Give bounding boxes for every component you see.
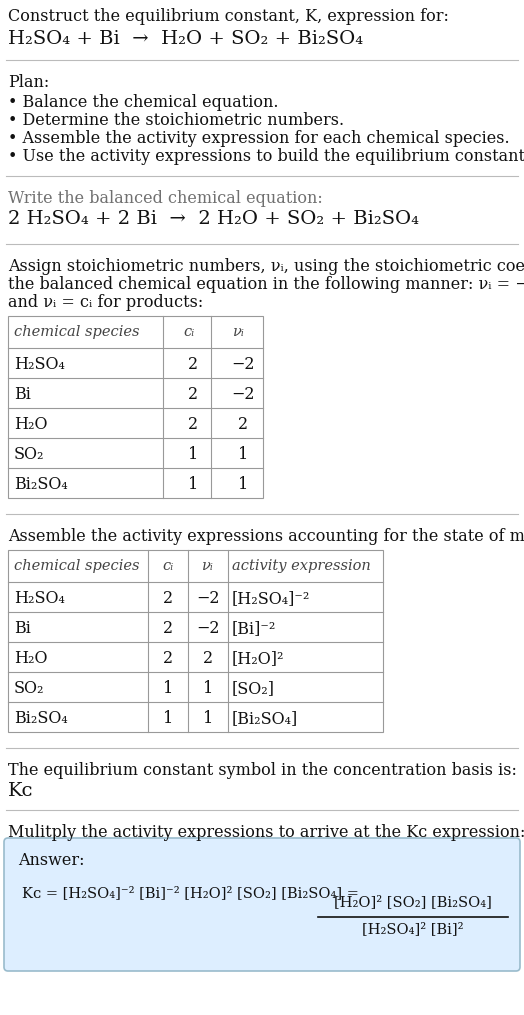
Text: cᵢ: cᵢ [162, 559, 173, 573]
Text: chemical species: chemical species [14, 559, 139, 573]
Text: −2: −2 [196, 620, 220, 637]
Text: 1: 1 [188, 446, 198, 463]
Text: −2: −2 [231, 386, 255, 403]
Text: 2: 2 [188, 356, 198, 373]
Text: H₂SO₄ + Bi  →  H₂O + SO₂ + Bi₂SO₄: H₂SO₄ + Bi → H₂O + SO₂ + Bi₂SO₄ [8, 30, 363, 48]
Text: Construct the equilibrium constant, K, expression for:: Construct the equilibrium constant, K, e… [8, 8, 449, 25]
Text: νᵢ: νᵢ [202, 559, 214, 573]
Text: H₂O: H₂O [14, 650, 48, 667]
Text: [Bi]⁻²: [Bi]⁻² [232, 620, 276, 637]
Text: −2: −2 [231, 356, 255, 373]
Text: [H₂O]²: [H₂O]² [232, 650, 285, 667]
Text: νᵢ: νᵢ [233, 325, 245, 339]
Text: 2: 2 [188, 416, 198, 433]
Text: 1: 1 [238, 476, 248, 493]
Text: [H₂O]² [SO₂] [Bi₂SO₄]: [H₂O]² [SO₂] [Bi₂SO₄] [334, 895, 492, 909]
Text: Mulitply the activity expressions to arrive at the Kᴄ expression:: Mulitply the activity expressions to arr… [8, 824, 524, 841]
Text: 1: 1 [203, 680, 213, 697]
Text: SO₂: SO₂ [14, 446, 45, 463]
Text: activity expression: activity expression [232, 559, 371, 573]
Text: the balanced chemical equation in the following manner: νᵢ = −cᵢ for reactants: the balanced chemical equation in the fo… [8, 276, 524, 293]
Text: 2: 2 [163, 650, 173, 667]
Text: Plan:: Plan: [8, 74, 49, 91]
Text: [H₂SO₄]² [Bi]²: [H₂SO₄]² [Bi]² [362, 922, 464, 936]
Text: Write the balanced chemical equation:: Write the balanced chemical equation: [8, 190, 323, 207]
Text: and νᵢ = cᵢ for products:: and νᵢ = cᵢ for products: [8, 294, 203, 311]
Text: • Balance the chemical equation.: • Balance the chemical equation. [8, 94, 278, 111]
Text: 2 H₂SO₄ + 2 Bi  →  2 H₂O + SO₂ + Bi₂SO₄: 2 H₂SO₄ + 2 Bi → 2 H₂O + SO₂ + Bi₂SO₄ [8, 210, 419, 228]
Text: 1: 1 [238, 446, 248, 463]
Text: [Bi₂SO₄]: [Bi₂SO₄] [232, 710, 298, 727]
Text: • Determine the stoichiometric numbers.: • Determine the stoichiometric numbers. [8, 112, 344, 129]
Text: 2: 2 [163, 620, 173, 637]
Text: Answer:: Answer: [18, 852, 84, 869]
Text: H₂SO₄: H₂SO₄ [14, 356, 65, 373]
Text: 1: 1 [203, 710, 213, 727]
Text: H₂SO₄: H₂SO₄ [14, 590, 65, 607]
Text: 2: 2 [188, 386, 198, 403]
Text: Kᴄ = [H₂SO₄]⁻² [Bi]⁻² [H₂O]² [SO₂] [Bi₂SO₄] =: Kᴄ = [H₂SO₄]⁻² [Bi]⁻² [H₂O]² [SO₂] [Bi₂S… [22, 886, 359, 900]
Text: [SO₂]: [SO₂] [232, 680, 275, 697]
Text: 1: 1 [188, 476, 198, 493]
Bar [8, 550, 383, 732]
Text: chemical species: chemical species [14, 325, 139, 339]
Text: 2: 2 [163, 590, 173, 607]
Text: cᵢ: cᵢ [183, 325, 194, 339]
Text: [H₂SO₄]⁻²: [H₂SO₄]⁻² [232, 590, 310, 607]
Text: 1: 1 [163, 680, 173, 697]
Text: The equilibrium constant symbol in the concentration basis is:: The equilibrium constant symbol in the c… [8, 762, 517, 779]
Bar [8, 316, 263, 498]
Text: H₂O: H₂O [14, 416, 48, 433]
FancyBboxPatch shape [4, 838, 520, 971]
Text: • Assemble the activity expression for each chemical species.: • Assemble the activity expression for e… [8, 130, 510, 147]
Text: 1: 1 [163, 710, 173, 727]
Text: 2: 2 [238, 416, 248, 433]
Text: Kᴄ: Kᴄ [8, 782, 34, 800]
Text: 2: 2 [203, 650, 213, 667]
Text: Assign stoichiometric numbers, νᵢ, using the stoichiometric coefficients, cᵢ, fr: Assign stoichiometric numbers, νᵢ, using… [8, 258, 524, 275]
Text: Bi₂SO₄: Bi₂SO₄ [14, 476, 68, 493]
Text: Assemble the activity expressions accounting for the state of matter and νᵢ:: Assemble the activity expressions accoun… [8, 528, 524, 545]
Text: • Use the activity expressions to build the equilibrium constant expression.: • Use the activity expressions to build … [8, 148, 524, 165]
Text: Bi: Bi [14, 386, 31, 403]
Text: Bi: Bi [14, 620, 31, 637]
Text: Bi₂SO₄: Bi₂SO₄ [14, 710, 68, 727]
Text: SO₂: SO₂ [14, 680, 45, 697]
Text: −2: −2 [196, 590, 220, 607]
